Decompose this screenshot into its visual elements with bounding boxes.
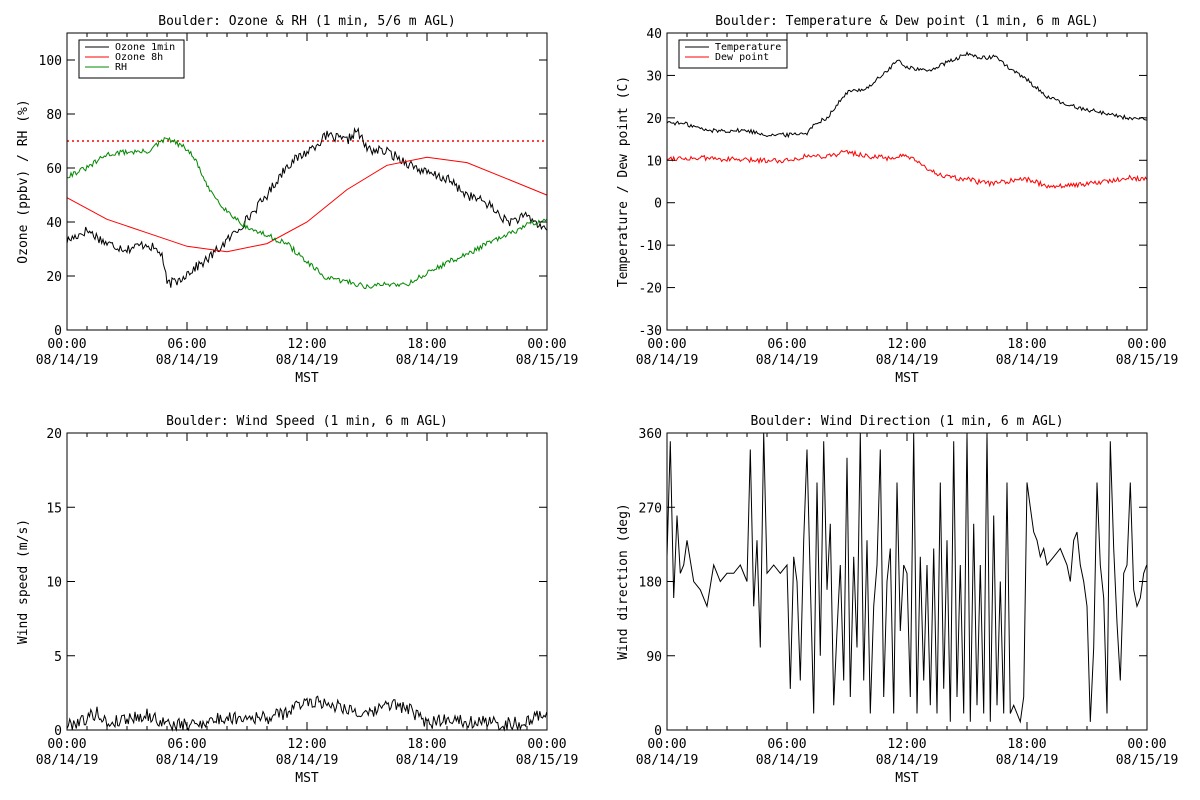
chart-title: Boulder: Wind Direction (1 min, 6 m AGL)	[750, 414, 1063, 429]
x-tick-date-label: 08/14/19	[636, 753, 699, 768]
y-tick-label: -10	[639, 239, 662, 254]
wind-speed-panel: Boulder: Wind Speed (1 min, 6 m AGL) 00:0…	[16, 414, 578, 786]
y-tick-label: 40	[646, 27, 662, 42]
x-tick-time-label: 12:00	[287, 737, 326, 752]
x-tick-date-label: 08/15/19	[1116, 353, 1179, 368]
legend-label: Dew point	[715, 52, 769, 63]
x-tick-time-label: 00:00	[47, 337, 86, 352]
x-tick-time-label: 12:00	[287, 337, 326, 352]
series-line-ozone-1min	[66, 126, 548, 288]
legend-box	[678, 39, 788, 69]
y-tick-label: 0	[54, 324, 62, 339]
x-tick-time-label: 06:00	[167, 737, 206, 752]
ozone-rh-panel: Boulder: Ozone & RH (1 min, 5/6 m AGL)00…	[16, 14, 578, 386]
x-axis-label: MST	[895, 371, 919, 386]
x-axis-label: MST	[295, 771, 319, 786]
x-tick-time-label: 00:00	[1127, 737, 1166, 752]
x-tick-date-label: 08/14/19	[156, 753, 219, 768]
x-axis-label: MST	[295, 371, 319, 386]
y-tick-label: 180	[639, 576, 662, 591]
y-tick-label: 20	[646, 112, 662, 127]
y-tick-label: 80	[46, 108, 62, 123]
x-tick-date-label: 08/14/19	[156, 353, 219, 368]
y-tick-label: 20	[46, 427, 62, 442]
y-axis-label: Wind direction (deg)	[616, 503, 631, 660]
series-line-ozone-8h	[66, 156, 547, 253]
x-axis-label: MST	[895, 771, 919, 786]
y-axis-label: Ozone (ppbv) / RH (%)	[16, 99, 31, 263]
x-tick-date-label: 08/14/19	[276, 353, 339, 368]
x-tick-date-label: 08/14/19	[36, 753, 99, 768]
y-tick-label: 90	[646, 650, 662, 665]
temperature-dewpoint-panel: Boulder: Temperature & Dew point (1 min,…	[616, 14, 1178, 386]
x-tick-date-label: 08/14/19	[36, 353, 99, 368]
x-tick-time-label: 00:00	[527, 337, 566, 352]
legend-label: Temperature	[715, 42, 781, 53]
x-tick-time-label: 00:00	[47, 737, 86, 752]
x-tick-date-label: 08/14/19	[756, 753, 819, 768]
chart-title: Boulder: Temperature & Dew point (1 min,…	[715, 14, 1099, 29]
x-tick-date-label: 08/14/19	[996, 353, 1059, 368]
x-tick-time-label: 12:00	[887, 737, 926, 752]
x-tick-time-label: 00:00	[527, 737, 566, 752]
x-tick-date-label: 08/14/19	[396, 753, 459, 768]
x-tick-time-label: 06:00	[167, 337, 206, 352]
plot-frame	[66, 432, 548, 731]
x-tick-date-label: 08/14/19	[396, 353, 459, 368]
y-tick-label: 10	[46, 576, 62, 591]
x-tick-time-label: 18:00	[407, 337, 446, 352]
x-tick-date-label: 08/15/19	[516, 353, 579, 368]
series-line-data	[666, 432, 1148, 724]
x-tick-date-label: 08/15/19	[516, 753, 579, 768]
y-tick-label: 10	[646, 154, 662, 169]
y-tick-label: 30	[646, 69, 662, 84]
y-tick-label: 0	[654, 197, 662, 212]
y-tick-label: 5	[54, 650, 62, 665]
series-line-data	[66, 695, 548, 732]
y-tick-label: -20	[639, 282, 662, 297]
legend-label: RH	[115, 62, 127, 73]
legend-label: Ozone 8h	[115, 52, 163, 63]
x-tick-date-label: 08/14/19	[756, 353, 819, 368]
legend-box	[78, 39, 185, 79]
series-line-temperature	[666, 51, 1147, 139]
y-tick-label: 100	[39, 54, 62, 69]
plot-frame	[666, 32, 1148, 331]
y-tick-label: 360	[639, 427, 662, 442]
legend-label: Ozone 1min	[115, 42, 175, 53]
x-tick-date-label: 08/14/19	[636, 353, 699, 368]
x-tick-time-label: 00:00	[1127, 337, 1166, 352]
x-tick-date-label: 08/14/19	[276, 753, 339, 768]
x-tick-time-label: 00:00	[647, 337, 686, 352]
x-tick-time-label: 06:00	[767, 737, 806, 752]
wind-direction-panel: Boulder: Wind Direction (1 min, 6 m AGL)…	[616, 414, 1178, 786]
y-axis-label: Wind speed (m/s)	[16, 519, 31, 644]
series-line-rh	[66, 136, 548, 290]
y-tick-label: 270	[639, 501, 662, 516]
x-tick-time-label: 06:00	[767, 337, 806, 352]
x-tick-date-label: 08/14/19	[876, 753, 939, 768]
x-tick-time-label: 12:00	[887, 337, 926, 352]
chart-title: Boulder: Wind Speed (1 min, 6 m AGL)	[166, 414, 448, 429]
x-tick-date-label: 08/14/19	[876, 353, 939, 368]
y-tick-label: 20	[46, 270, 62, 285]
series-line-dew-point	[666, 149, 1148, 189]
chart-title: Boulder: Ozone & RH (1 min, 5/6 m AGL)	[158, 14, 455, 29]
y-tick-label: 60	[46, 162, 62, 177]
x-tick-time-label: 00:00	[647, 737, 686, 752]
x-tick-date-label: 08/15/19	[1116, 753, 1179, 768]
x-tick-time-label: 18:00	[1007, 737, 1046, 752]
y-tick-label: 15	[46, 501, 62, 516]
x-tick-time-label: 18:00	[407, 737, 446, 752]
x-tick-time-label: 18:00	[1007, 337, 1046, 352]
y-tick-label: 0	[654, 724, 662, 739]
x-tick-date-label: 08/14/19	[996, 753, 1059, 768]
y-axis-label: Temperature / Dew point (C)	[616, 76, 631, 287]
y-tick-label: 0	[54, 724, 62, 739]
y-tick-label: 40	[46, 216, 62, 231]
y-tick-label: -30	[639, 324, 662, 339]
